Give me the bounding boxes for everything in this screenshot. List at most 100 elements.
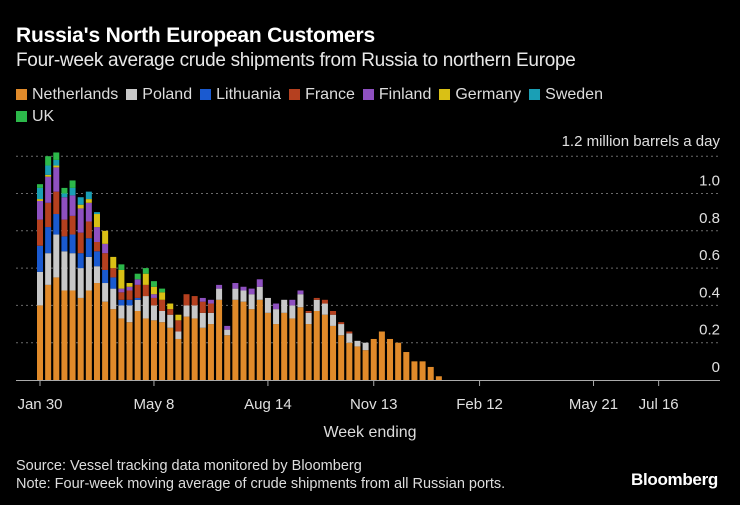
legend-item-netherlands: Netherlands bbox=[16, 84, 118, 106]
bar-segment-sweden bbox=[93, 212, 100, 215]
bar-segment-france bbox=[85, 221, 92, 239]
bar-segment-france bbox=[167, 309, 174, 315]
bar-segment-sweden bbox=[77, 197, 84, 205]
legend-label: Finland bbox=[378, 86, 432, 103]
bar-stack bbox=[142, 268, 149, 380]
bar-stack bbox=[199, 297, 206, 380]
y-unit-label: 1.2 million barrels a day bbox=[562, 133, 721, 150]
bar-segment-netherlands bbox=[175, 338, 182, 380]
bar-segment-finland bbox=[69, 195, 76, 216]
bar-stack bbox=[378, 331, 385, 380]
bar-segment-netherlands bbox=[53, 277, 60, 380]
bar-segment-poland bbox=[321, 303, 328, 315]
bar-stack bbox=[330, 310, 337, 380]
bar-segment-netherlands bbox=[354, 346, 361, 380]
bar-stack bbox=[45, 156, 52, 380]
bar-segment-finland bbox=[256, 279, 263, 287]
bar-segment-finland bbox=[232, 283, 239, 289]
x-tick-label: May 21 bbox=[569, 396, 618, 413]
bar-segment-finland bbox=[53, 167, 60, 192]
bar-segment-finland bbox=[45, 176, 52, 203]
bar-segment-lithuania bbox=[37, 245, 43, 272]
bar-segment-netherlands bbox=[419, 361, 426, 380]
source-notes: Source: Vessel tracking data monitored b… bbox=[16, 457, 505, 493]
bar-segment-finland bbox=[134, 279, 141, 285]
bar-segment-lithuania bbox=[77, 253, 84, 269]
bar-stack bbox=[387, 338, 394, 380]
bar-segment-poland bbox=[134, 299, 141, 311]
legend-swatch bbox=[16, 111, 27, 122]
bar-segment-germany bbox=[45, 174, 52, 177]
legend-swatch bbox=[16, 89, 27, 100]
legend-swatch bbox=[126, 89, 138, 100]
bar-segment-poland bbox=[354, 340, 361, 347]
bar-segment-netherlands bbox=[321, 314, 328, 380]
bar-segment-netherlands bbox=[77, 297, 84, 380]
bar-stack bbox=[85, 191, 92, 380]
legend-label: Netherlands bbox=[32, 86, 119, 103]
bar-segment-sweden bbox=[69, 187, 76, 196]
bar-segment-poland bbox=[281, 299, 288, 313]
bar-segment-poland bbox=[175, 331, 182, 339]
bar-stack bbox=[159, 288, 166, 380]
bar-segment-france bbox=[321, 299, 328, 304]
bar-segment-netherlands bbox=[362, 350, 369, 380]
bar-segment-lithuania bbox=[61, 236, 68, 252]
bar-stack bbox=[102, 230, 109, 380]
bar-stack bbox=[150, 281, 157, 380]
bar-stack bbox=[321, 299, 328, 380]
bar-segment-uk bbox=[45, 156, 52, 166]
bar-segment-finland bbox=[248, 288, 255, 295]
bar-segment-netherlands bbox=[427, 366, 434, 380]
bar-segment-poland bbox=[191, 305, 198, 319]
bar-segment-germany bbox=[77, 204, 84, 209]
bar-segment-netherlands bbox=[256, 299, 263, 380]
bar-segment-lithuania bbox=[85, 238, 92, 257]
bar-stack bbox=[248, 288, 255, 380]
bar-segment-netherlands bbox=[85, 290, 92, 380]
bar-stack bbox=[362, 342, 369, 380]
bar-segment-poland bbox=[264, 297, 271, 313]
bar-segment-poland bbox=[346, 333, 353, 343]
bar-segment-france bbox=[346, 331, 353, 334]
bar-segment-germany bbox=[150, 286, 157, 295]
legend: Netherlands Poland Lithuania France Finland G… bbox=[16, 84, 716, 128]
legend-item-lithuania: Lithuania bbox=[200, 84, 281, 106]
bar-stack bbox=[354, 340, 361, 380]
bar-segment-netherlands bbox=[69, 290, 76, 380]
bar-segment-germany bbox=[53, 165, 60, 168]
bar-stack bbox=[403, 352, 410, 380]
source-text: Source: Vessel tracking data monitored b… bbox=[16, 458, 362, 474]
bar-segment-netherlands bbox=[183, 316, 190, 380]
bar-segment-poland bbox=[313, 299, 320, 311]
bar-segment-netherlands bbox=[102, 301, 109, 380]
bar-segment-germany bbox=[167, 303, 174, 310]
bar-segment-netherlands bbox=[224, 335, 231, 380]
bar-segment-netherlands bbox=[411, 361, 418, 380]
bar-segment-netherlands bbox=[61, 290, 68, 380]
bar-stack bbox=[110, 256, 117, 380]
bar-segment-uk bbox=[150, 281, 157, 287]
bar-stack bbox=[224, 325, 231, 380]
bar-stack bbox=[183, 294, 190, 380]
bar-stack bbox=[207, 299, 214, 380]
bar-segment-france bbox=[159, 299, 166, 311]
bar-segment-germany bbox=[110, 256, 117, 269]
bar-stack bbox=[313, 297, 320, 380]
bar-segment-france bbox=[175, 320, 182, 332]
bar-stack bbox=[346, 331, 353, 380]
bar-segment-netherlands bbox=[338, 335, 345, 380]
bar-segment-lithuania bbox=[118, 299, 125, 306]
bar-segment-poland bbox=[53, 234, 60, 278]
bar-segment-uk bbox=[53, 152, 60, 160]
bar-segment-uk bbox=[134, 273, 141, 280]
bar-stack bbox=[77, 197, 84, 380]
bar-segment-poland bbox=[126, 305, 133, 323]
bar-stack bbox=[297, 290, 304, 380]
bar-stack bbox=[167, 303, 174, 380]
bar-segment-poland bbox=[167, 314, 174, 328]
bar-segment-poland bbox=[159, 310, 166, 323]
chart-plot: 0 0.2 0.4 0.6 0.8 1.0 Jan 30 May 8 Aug 14 Nov 13… bbox=[16, 133, 721, 413]
bar-segment-netherlands bbox=[118, 318, 125, 380]
bar-segment-poland bbox=[150, 305, 157, 321]
